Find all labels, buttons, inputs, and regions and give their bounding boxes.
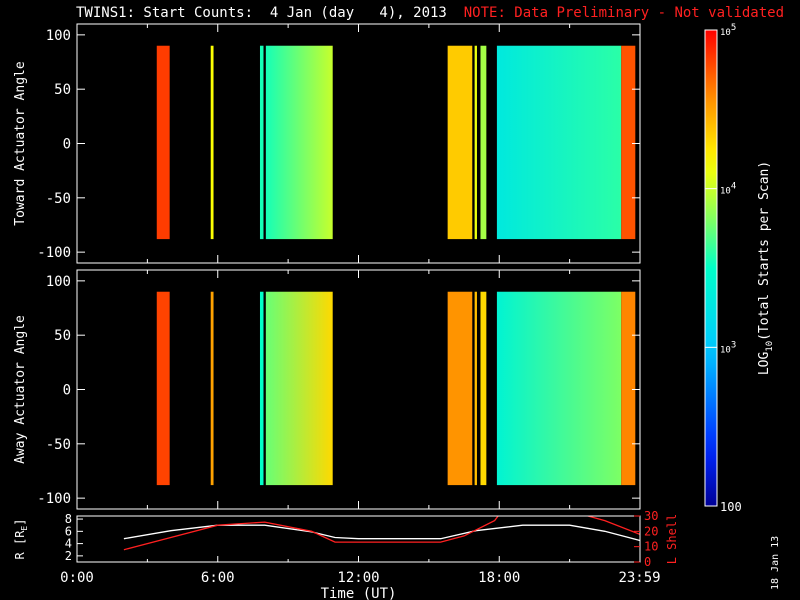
data-segment [210,291,214,486]
r-series-line [123,524,640,542]
y-tick-label: 50 [54,328,71,344]
data-segment [480,45,487,240]
colorbar-tick-label: 105 [720,23,736,38]
data-segment [621,291,636,486]
right-y-tick-label: 10 [644,540,658,554]
data-segment [156,45,170,240]
title-main: TWINS1: Start Counts: 4 Jan (day 4), 201… [76,5,447,21]
x-axis-label: Time (UT) [321,586,397,600]
data-segment [210,45,214,240]
x-tick-label: 12:00 [337,570,379,586]
data-segment [474,45,477,240]
left-y-tick-label: 8 [65,512,72,526]
right-y-axis-label: L Shell [665,514,679,565]
y-axis-label: Away Actuator Angle [13,315,28,464]
y-tick-label: 50 [54,82,71,98]
y-tick-label: -100 [37,245,71,261]
colorbar-tick-label: 103 [720,340,736,355]
toward-heatmap-panel: -100 -50 0 50 100 Toward Actuator Angle [13,23,641,264]
data-segment [480,291,487,486]
colorbar-tick-label: 100 [720,500,742,514]
y-tick-label: -50 [46,437,71,453]
x-tick-label: 23:59 [618,570,660,586]
right-y-tick-label: 0 [644,555,651,569]
data-segment [259,291,264,486]
colorbar: 105 104 103 100 LOG10(Total Starts per Scan) [704,23,775,514]
x-tick-label: 18:00 [478,570,520,586]
data-segment [259,45,264,240]
data-segment [156,291,170,486]
data-segment [447,45,473,240]
left-y-tick-label: 6 [65,524,72,538]
date-stamp: 18 Jan 13 [770,535,781,590]
colorbar-gradient [704,29,718,507]
data-segment [265,291,333,486]
left-y-axis-label: R [RE] [13,519,29,560]
data-segment [496,291,622,486]
data-segment [447,291,473,486]
x-tick-label: 0:00 [60,570,94,586]
right-y-tick-label: 30 [644,509,658,523]
x-tick-label: 6:00 [201,570,235,586]
away-heatmap-panel: -100 -50 0 50 100 Away Actuator Angle [13,269,641,510]
y-tick-label: -100 [37,491,71,507]
y-tick-label: 100 [46,28,71,44]
y-tick-label: -50 [46,191,71,207]
series-group [123,516,640,551]
lshell-series-line [123,516,499,551]
y-tick-label: 100 [46,274,71,290]
data-segment [496,45,622,240]
data-segment [265,45,333,240]
y-axis-label: Toward Actuator Angle [13,61,28,226]
title-note: NOTE: Data Preliminary - Not validated [463,5,785,21]
left-y-tick-label: 2 [65,549,72,563]
y-tick-label: 0 [63,137,71,153]
lshell-series-line [585,516,640,536]
data-segment [621,45,636,240]
left-y-tick-label: 4 [65,537,72,551]
right-y-tick-label: 20 [644,524,658,538]
plot-title: TWINS1: Start Counts: 4 Jan (day 4), 201… [76,5,784,21]
data-segment [474,291,477,486]
y-tick-label: 0 [63,383,71,399]
colorbar-label: LOG10(Total Starts per Scan) [757,161,775,375]
colorbar-tick-label: 104 [720,182,736,197]
